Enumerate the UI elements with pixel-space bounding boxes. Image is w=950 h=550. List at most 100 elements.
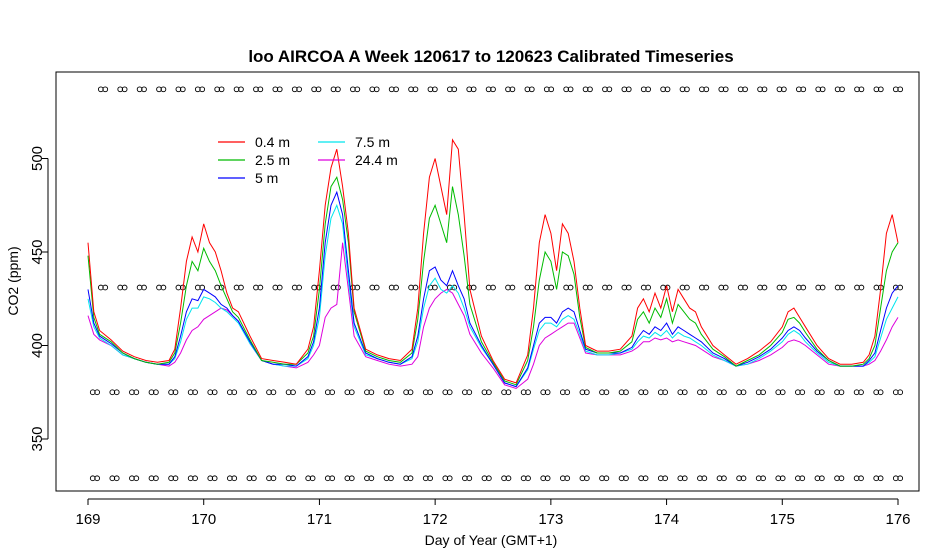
calibration-marker — [470, 86, 477, 93]
calibration-marker — [603, 389, 610, 396]
calibration-marker — [257, 284, 264, 291]
calibration-marker — [309, 389, 316, 396]
calibration-marker — [218, 284, 225, 291]
calibration-marker — [113, 475, 120, 482]
legend-label: 24.4 m — [355, 152, 398, 168]
calibration-marker — [192, 475, 198, 482]
calibration-marker — [451, 284, 458, 291]
calibration-marker — [858, 86, 865, 93]
x-axis: 169 170 171 172 173 174 175 176 — [75, 498, 911, 528]
calibration-marker — [172, 389, 179, 396]
calibration-marker — [490, 86, 496, 93]
calibration-marker — [703, 86, 710, 93]
calibration-marker — [486, 475, 492, 482]
calibration-marker — [701, 475, 708, 482]
calibration-marker — [329, 475, 336, 482]
calibration-marker — [509, 284, 516, 291]
calibration-marker — [567, 86, 574, 93]
calibration-marker — [335, 86, 341, 93]
calibration-marker — [412, 86, 419, 93]
calibration-marker — [819, 284, 826, 291]
calibration-marker — [544, 475, 551, 482]
calibration-marker — [218, 86, 225, 93]
calibration-marker — [250, 475, 257, 482]
calibration-marker — [153, 475, 159, 482]
calibration-marker — [113, 389, 120, 396]
legend-label: 5 m — [255, 170, 278, 186]
calibration-marker — [548, 86, 555, 93]
calibration-marker — [877, 86, 884, 93]
calibration-marker — [877, 475, 884, 482]
calibration-marker — [94, 475, 100, 482]
calibration-marker — [779, 475, 786, 482]
calibration-marker — [681, 475, 688, 482]
legend-label: 0.4 m — [255, 134, 290, 150]
calibration-marker — [642, 475, 649, 482]
calibration-marker — [645, 86, 651, 93]
x-tick-label: 175 — [770, 511, 795, 528]
calibration-marker — [121, 284, 128, 291]
calibration-marker — [897, 284, 904, 291]
calibration-marker — [348, 389, 355, 396]
x-tick-label: 169 — [75, 511, 100, 528]
calibration-marker — [858, 475, 864, 482]
calibration-marker — [897, 475, 904, 482]
calibration-marker — [760, 389, 766, 396]
calibration-marker — [446, 389, 453, 396]
calibration-marker — [781, 284, 787, 291]
calibration-marker — [525, 389, 531, 396]
series-line — [87, 190, 899, 388]
calibration-marker — [838, 475, 845, 482]
calibration-marker — [388, 475, 394, 482]
calibration-marker — [681, 389, 688, 396]
calibration-marker — [544, 389, 551, 396]
calibration-marker — [761, 284, 768, 291]
calibration-marker — [160, 284, 167, 291]
calibration-marker — [761, 86, 768, 93]
calibration-marker — [684, 86, 690, 93]
calibration-marker — [412, 284, 419, 291]
calibration-marker — [623, 389, 629, 396]
calibration-marker — [722, 284, 729, 291]
legend-label: 7.5 m — [355, 134, 390, 150]
legend-label: 2.5 m — [255, 152, 290, 168]
calibration-marker — [141, 284, 147, 291]
x-axis-label: Day of Year (GMT+1) — [425, 532, 558, 548]
calibration-marker — [625, 284, 632, 291]
y-axis-label: CO2 (ppm) — [5, 246, 21, 315]
calibration-marker — [509, 86, 516, 93]
calibration-marker — [760, 475, 766, 482]
calibration-marker — [564, 389, 571, 396]
calibration-marker — [839, 284, 845, 291]
calibration-marker — [348, 475, 355, 482]
calibration-marker — [231, 389, 238, 396]
calibration-marker — [486, 389, 492, 396]
calibration-marker — [296, 86, 302, 93]
calibration-marker — [603, 475, 610, 482]
calibration-marker — [528, 86, 535, 93]
series-lines — [87, 138, 899, 390]
calibration-marker — [701, 389, 708, 396]
calibration-marker — [740, 389, 747, 396]
calibration-marker — [490, 284, 496, 291]
calibration-marker — [645, 284, 651, 291]
legend: 0.4 m 2.5 m 5 m 7.5 m 24.4 m — [218, 134, 398, 186]
calibration-marker — [564, 475, 571, 482]
calibration-marker — [199, 284, 206, 291]
calibration-marker — [368, 389, 375, 396]
calibration-marker — [94, 389, 100, 396]
calibration-marker — [505, 475, 512, 482]
calibration-marker — [290, 475, 296, 482]
chart-title: loo AIRCOA A Week 120617 to 120623 Calib… — [248, 47, 733, 66]
calibration-marker — [819, 475, 825, 482]
calibration-marker — [238, 284, 244, 291]
calibration-marker — [354, 284, 361, 291]
calibration-marker — [623, 475, 629, 482]
calibration-marker — [839, 86, 845, 93]
calibration-marker — [799, 389, 806, 396]
calibration-marker — [625, 86, 632, 93]
calibration-marker — [662, 389, 669, 396]
calibration-marker — [721, 475, 727, 482]
y-axis: 350 400 450 500 — [29, 146, 49, 452]
